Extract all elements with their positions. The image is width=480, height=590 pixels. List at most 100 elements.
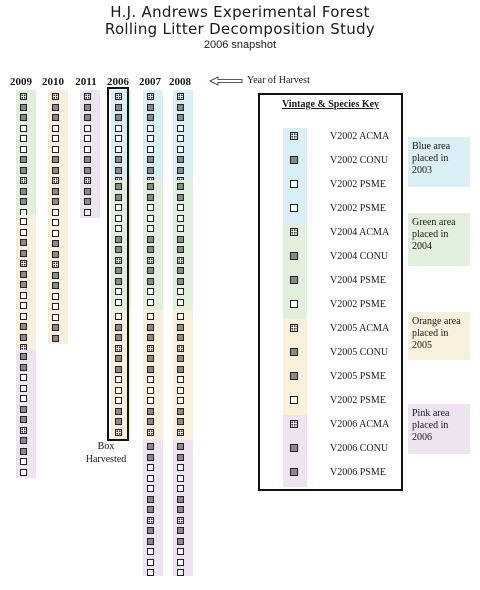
litter-bag-cell xyxy=(20,405,27,413)
litter-bag-cell xyxy=(115,124,122,132)
litter-bag-cell xyxy=(52,198,59,205)
litter-bag-cell xyxy=(84,156,91,163)
litter-bag-cell xyxy=(52,166,59,174)
key-swatch xyxy=(290,228,298,236)
key-item-label: V2004 ACMA xyxy=(330,227,390,238)
litter-bag-cell xyxy=(147,288,154,295)
litter-bag-cell xyxy=(147,256,154,264)
litter-bag-cell xyxy=(52,334,59,342)
litter-bag-cell xyxy=(115,135,122,142)
litter-bag-cell xyxy=(52,124,59,132)
litter-bag-cell xyxy=(115,365,122,373)
litter-bag-cell xyxy=(147,506,154,513)
litter-bag-cell xyxy=(20,145,27,153)
litter-bag-cell xyxy=(147,124,154,132)
litter-bag-cell xyxy=(115,235,122,243)
key-swatch xyxy=(290,396,298,404)
litter-bag-cell xyxy=(20,166,27,174)
litter-bag-cell xyxy=(115,246,122,253)
litter-bag-cell xyxy=(52,93,59,100)
litter-bag-cell xyxy=(147,548,154,555)
year-of-harvest-label: Year of Harvest xyxy=(247,75,310,86)
litter-bag-cell xyxy=(177,256,184,264)
litter-bag-cell xyxy=(177,548,184,555)
litter-bag-cell xyxy=(115,298,122,306)
litter-bag-cell xyxy=(177,193,184,201)
litter-bag-cell xyxy=(177,135,184,142)
arrow-left-icon xyxy=(209,76,243,86)
litter-bag-cell xyxy=(147,464,154,471)
litter-bag-cell xyxy=(20,447,27,455)
litter-bag-cell xyxy=(115,344,122,352)
litter-bag-cell xyxy=(177,145,184,153)
year-label-2007: 2007 xyxy=(139,76,161,88)
litter-bag-cell xyxy=(20,270,27,278)
litter-bag-cell xyxy=(52,240,59,247)
key-item-label: V2002 PSME xyxy=(330,179,386,190)
litter-bag-cell xyxy=(52,313,59,321)
litter-bag-cell xyxy=(115,267,122,274)
litter-bag-cell xyxy=(177,527,184,534)
title-line-2: Rolling Litter Decomposition Study xyxy=(104,20,376,38)
litter-bag-cell xyxy=(177,235,184,243)
litter-bag-cell xyxy=(115,386,122,394)
litter-bag-cell xyxy=(147,277,154,285)
litter-bag-cell xyxy=(20,458,27,465)
key-item-label: V2002 PSME xyxy=(330,395,386,406)
litter-bag-cell xyxy=(115,93,122,100)
litter-bag-cell xyxy=(177,407,184,415)
litter-bag-cell xyxy=(52,219,59,226)
litter-bag-cell xyxy=(147,103,154,111)
key-item-label: V2006 ACMA xyxy=(330,419,390,430)
key-item-label: V2002 ACMA xyxy=(330,131,390,142)
litter-bag-cell xyxy=(52,145,59,153)
key-title: Vintage & Species Key xyxy=(281,99,380,110)
litter-bag-cell xyxy=(52,282,59,289)
litter-bag-cell xyxy=(84,124,91,132)
litter-bag-cell xyxy=(177,267,184,274)
litter-bag-cell xyxy=(147,204,154,211)
litter-bag-cell xyxy=(147,313,154,320)
litter-bag-cell xyxy=(20,437,27,444)
litter-bag-cell xyxy=(177,569,184,576)
litter-bag-cell xyxy=(84,135,91,142)
litter-bag-cell xyxy=(147,114,154,121)
litter-bag-cell xyxy=(147,428,154,436)
litter-bag-cell xyxy=(52,292,59,300)
key-swatch xyxy=(290,132,298,140)
litter-bag-cell xyxy=(177,93,184,100)
litter-bag-cell xyxy=(20,103,27,111)
litter-bag-cell xyxy=(20,260,27,267)
litter-bag-cell xyxy=(115,334,122,341)
litter-bag-cell xyxy=(147,323,154,331)
vintage-species-key xyxy=(258,93,403,491)
litter-bag-cell xyxy=(177,485,184,492)
litter-bag-cell xyxy=(115,376,122,383)
litter-bag-cell xyxy=(177,288,184,295)
litter-bag-cell xyxy=(177,124,184,132)
litter-bag-cell xyxy=(52,261,59,268)
litter-bag-cell xyxy=(52,324,59,331)
key-item-label: V2002 PSME xyxy=(330,203,386,214)
litter-bag-cell xyxy=(177,166,184,174)
litter-bag-cell xyxy=(20,416,27,423)
litter-bag-cell xyxy=(84,198,91,205)
litter-bag-cell xyxy=(177,474,184,482)
key-swatch xyxy=(290,420,298,428)
litter-bag-cell xyxy=(52,135,59,142)
column-pink-area xyxy=(80,90,100,218)
column-pink-area xyxy=(16,350,36,478)
litter-bag-cell xyxy=(177,103,184,111)
harvested-box-outline xyxy=(107,87,129,441)
litter-bag-cell xyxy=(20,333,27,341)
litter-bag-cell xyxy=(20,228,27,236)
litter-bag-cell xyxy=(177,323,184,331)
litter-bag-cell xyxy=(115,418,122,425)
litter-bag-cell xyxy=(177,225,184,232)
litter-bag-cell xyxy=(20,156,27,163)
litter-bag-cell xyxy=(147,558,154,566)
litter-bag-cell xyxy=(20,395,27,402)
key-item-label: V2004 CONU xyxy=(330,251,389,262)
key-swatch xyxy=(290,372,298,380)
litter-bag-cell xyxy=(20,124,27,132)
